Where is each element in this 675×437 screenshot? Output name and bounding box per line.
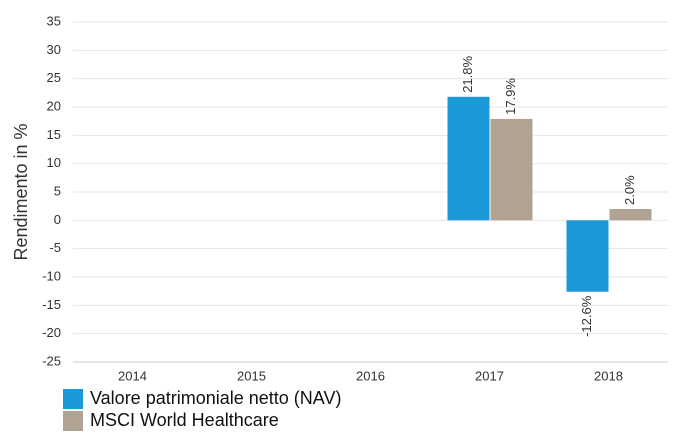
x-tick-label: 2016 (356, 368, 385, 383)
legend-label: Valore patrimoniale netto (NAV) (90, 388, 341, 408)
y-tick-label: -10 (42, 268, 61, 283)
x-tick-label: 2014 (118, 368, 147, 383)
bar (490, 118, 533, 221)
y-tick-label: 30 (47, 42, 61, 57)
data-label: 2.0% (622, 175, 637, 205)
legend-swatch (63, 389, 83, 409)
y-tick-label: 5 (54, 183, 61, 198)
bar (609, 209, 652, 221)
y-tick-label: 25 (47, 70, 61, 85)
y-tick-label: -15 (42, 297, 61, 312)
y-tick-label: -5 (49, 240, 61, 255)
data-label: 21.8% (460, 55, 475, 92)
data-label: 17.9% (503, 78, 518, 115)
y-tick-label: 35 (47, 13, 61, 28)
data-label: -12.6% (579, 295, 594, 337)
y-tick-label: 0 (54, 212, 61, 227)
bar (566, 220, 609, 292)
y-tick-label: 15 (47, 127, 61, 142)
bar (447, 96, 490, 221)
legend-swatch (63, 411, 83, 431)
x-tick-label: 2018 (594, 368, 623, 383)
y-axis-label: Rendimento in % (11, 123, 31, 260)
y-tick-label: 10 (47, 155, 61, 170)
y-tick-label: -25 (42, 353, 61, 368)
legend-label: MSCI World Healthcare (90, 410, 279, 430)
x-tick-label: 2015 (237, 368, 266, 383)
x-tick-label: 2017 (475, 368, 504, 383)
y-tick-label: 20 (47, 98, 61, 113)
y-tick-label: -20 (42, 325, 61, 340)
